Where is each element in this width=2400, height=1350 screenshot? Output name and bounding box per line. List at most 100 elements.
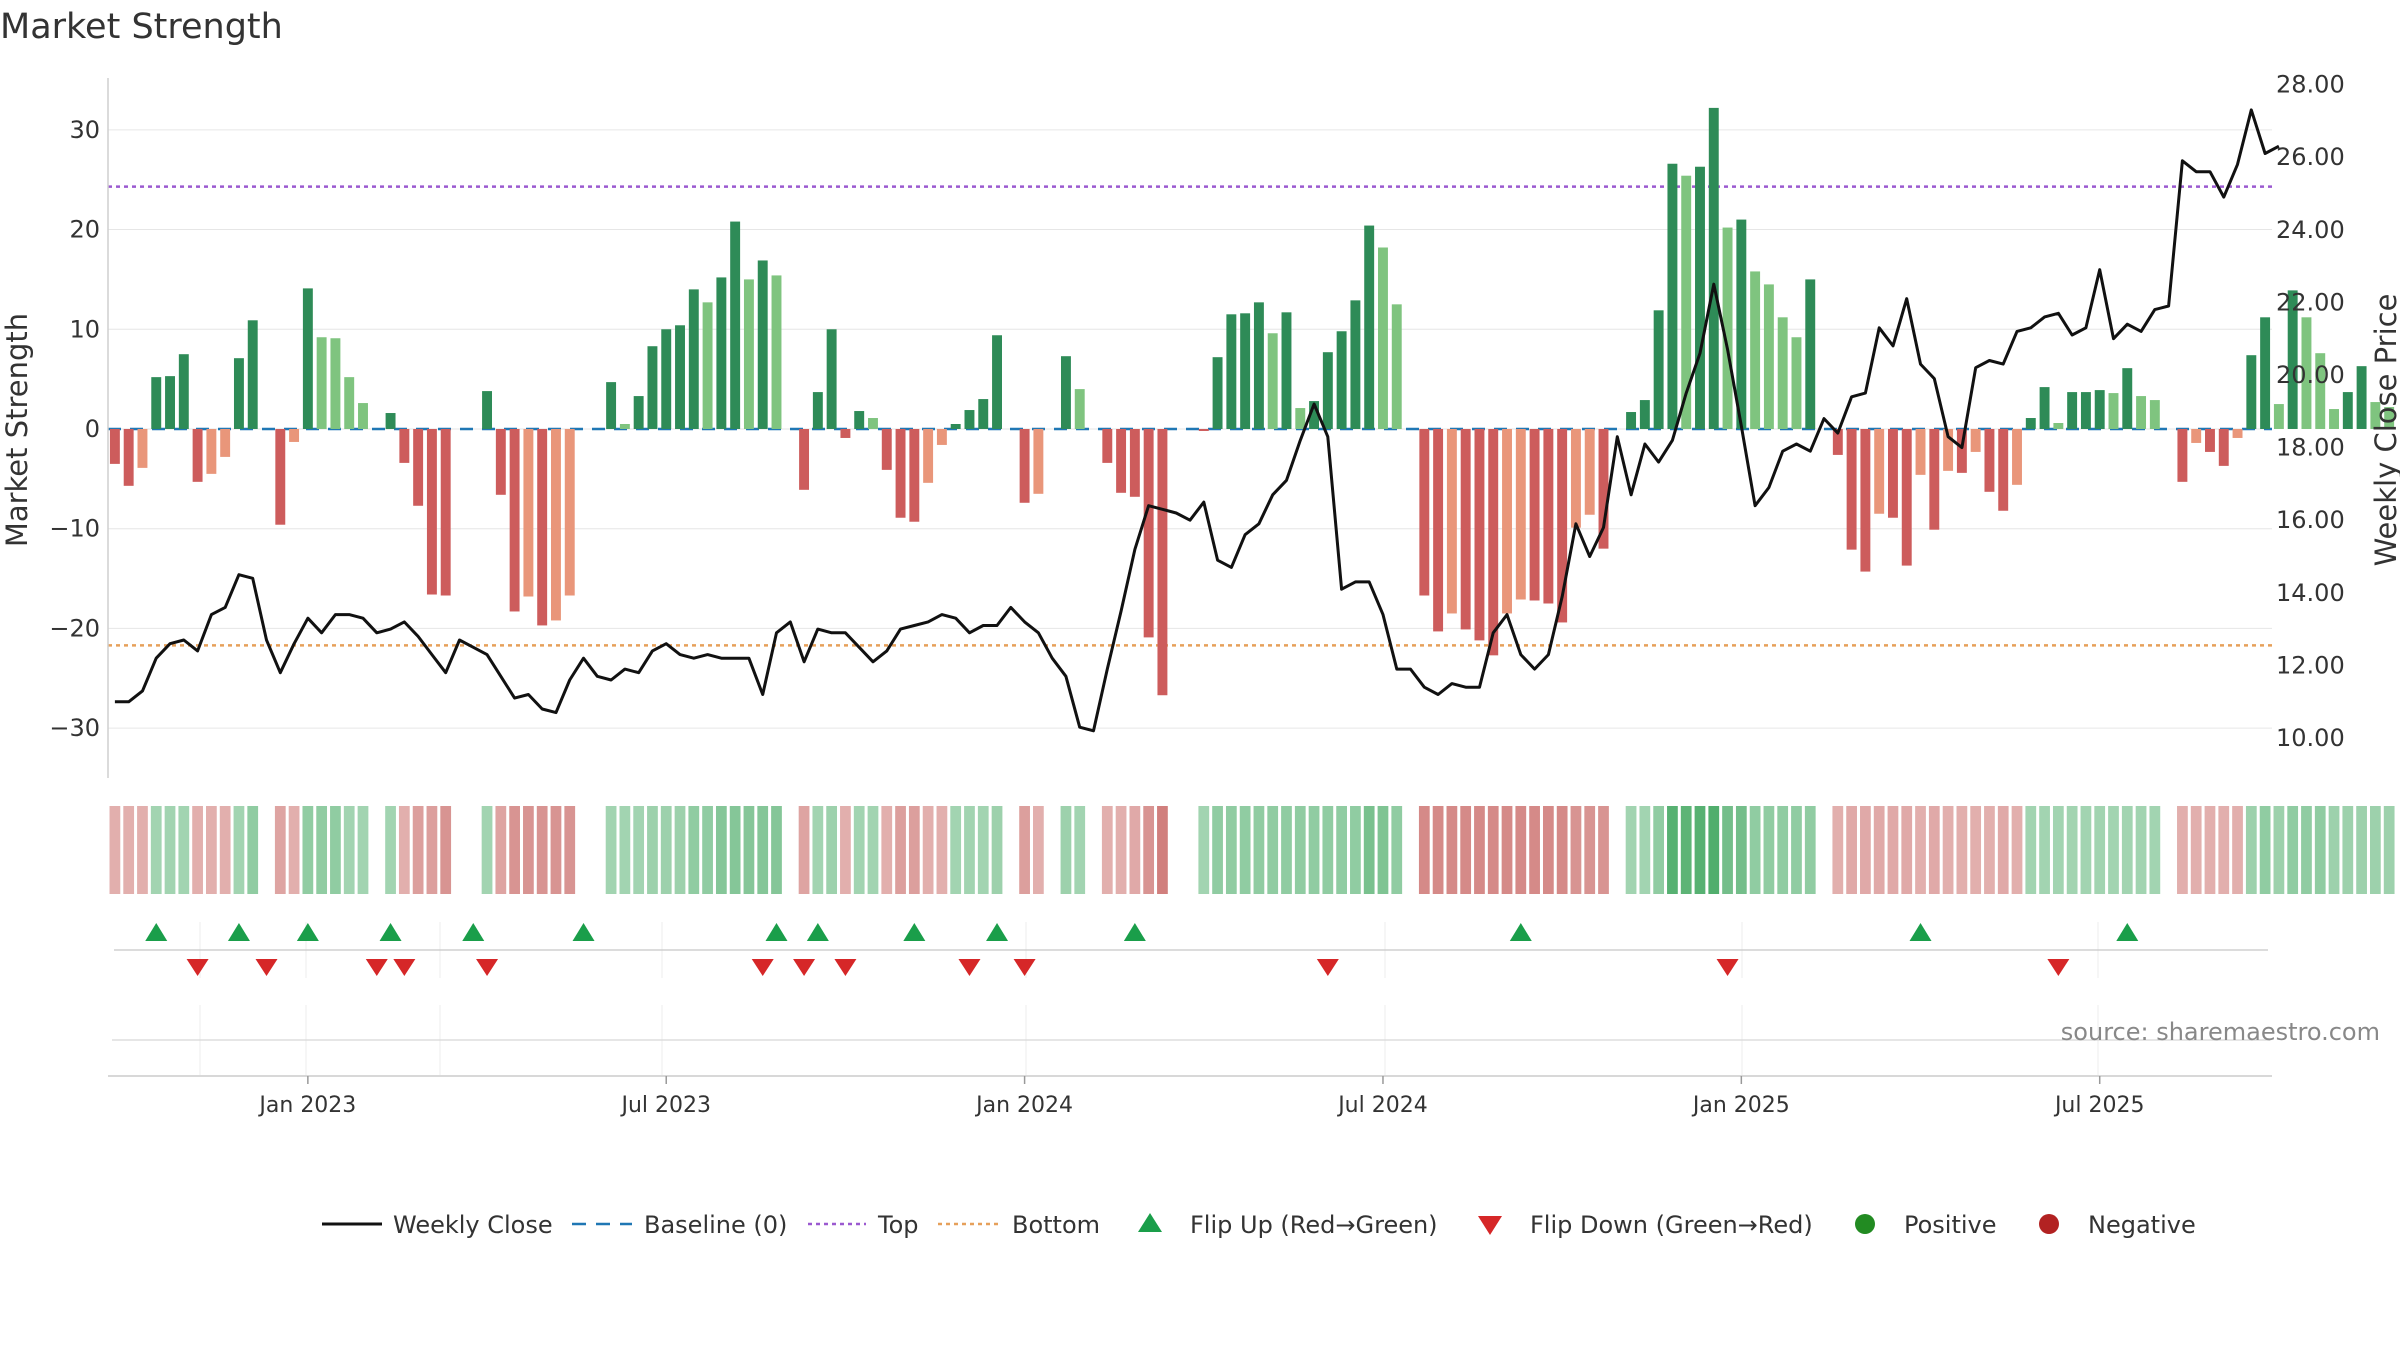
strength-bar [1639,400,1650,429]
ribbon-cell [1060,806,1072,894]
strength-bar [1198,428,1209,431]
ribbon-cell [881,806,893,894]
strength-bar [247,320,258,429]
ribbon-cell [1529,806,1540,894]
flip-up-marker [572,923,595,941]
ribbon-cell [1405,806,1416,894]
ribbon-cell [2245,806,2257,894]
ribbon-cell [109,806,121,894]
strength-bar [1584,428,1595,515]
ribbon-cell [1350,806,1361,894]
strength-bar [1626,412,1637,429]
flip-down-marker [958,959,981,976]
strength-bar [482,391,493,429]
ribbon-cell [1212,806,1223,894]
strength-bar [440,428,451,596]
flip-down-marker [186,959,209,976]
ribbon-cell [2066,806,2078,894]
strength-bar [275,428,286,525]
ribbon-cell [826,806,838,894]
ribbon-cell [1363,806,1375,894]
strength-bar [895,428,906,518]
strength-bar [1267,333,1278,429]
strength-bar [206,428,217,474]
ribbon-cell [964,806,975,894]
strength-bar [302,288,313,429]
strength-bar [1033,428,1044,494]
ribbon-cell [412,806,424,894]
strength-bar [1226,314,1237,429]
strength-bar [1543,428,1554,604]
flip-up-marker [765,923,788,941]
ribbon-cell [1570,806,1582,894]
strength-bar [992,335,1002,429]
ribbon-cell [495,806,507,894]
ribbon-cell [2314,806,2326,894]
strength-bar [1129,428,1140,497]
ribbon-cell [715,806,727,894]
strength-bar [1846,428,1857,550]
ribbon-cell [1777,806,1789,894]
flip-up-marker [1509,923,1532,941]
legend-swatch-flip-up [1138,1213,1162,1232]
strength-bar [1860,428,1871,572]
strength-bar [2246,355,2257,429]
strength-bar [2342,392,2353,429]
strength-bar [2329,409,2339,429]
strength-bar [2136,396,2147,429]
ribbon-cell [1308,806,1320,894]
strength-bar [1970,428,1981,452]
strength-bar [1763,284,1774,429]
strength-bar [854,411,865,429]
strength-bar [1570,428,1581,528]
strength-bar [330,338,341,429]
strength-bar [909,428,920,522]
ribbon-cell [619,806,631,894]
ribbon-cell [2011,806,2023,894]
legend-label: Top [877,1211,919,1239]
flip-down-marker [476,959,499,976]
strength-bar [1240,313,1251,429]
x-tick-label: Jan 2023 [257,1093,356,1118]
ribbon-cell [1253,806,1265,894]
strength-bar [399,428,410,463]
ribbon-cell [1901,806,1913,894]
ribbon-cell [1639,806,1651,894]
ribbon-cell [1984,806,1995,894]
strength-bar [1515,428,1526,600]
ribbon-cell [1281,806,1292,894]
strength-bar [826,329,837,429]
strength-bar [2260,317,2271,429]
strength-bar [1502,428,1512,614]
flip-markers [114,922,2268,978]
strength-bar [220,428,231,457]
ribbon-cell [1336,806,1347,894]
strength-bar [165,376,175,429]
strength-bar [1874,428,1885,514]
strength-bar [1598,428,1609,549]
ribbon-cell [426,806,438,894]
ribbon-cell [1873,806,1885,894]
strength-bar [2025,418,2036,429]
ribbon-cell [578,806,589,894]
flip-up-marker [145,923,168,941]
ribbon-cell [743,806,755,894]
ribbon-cell [2108,806,2119,894]
ribbon-cell [1474,806,1485,894]
ribbon-cell [729,806,741,894]
strength-bar [2315,353,2326,429]
ribbon-cell [1501,806,1513,894]
strength-bar [757,260,768,429]
flip-up-marker [462,923,485,941]
strength-bar [233,358,244,429]
ribbon-cell [564,806,576,894]
ribbon-cell [2383,806,2395,894]
ribbon-cell [219,806,231,894]
flip-up-marker [903,923,926,941]
ribbon-cell [385,806,396,894]
ribbon-cell [1887,806,1899,894]
ribbon-cell [371,806,383,894]
ribbon-cell [1005,806,1017,894]
ribbon-cell [1101,806,1113,894]
